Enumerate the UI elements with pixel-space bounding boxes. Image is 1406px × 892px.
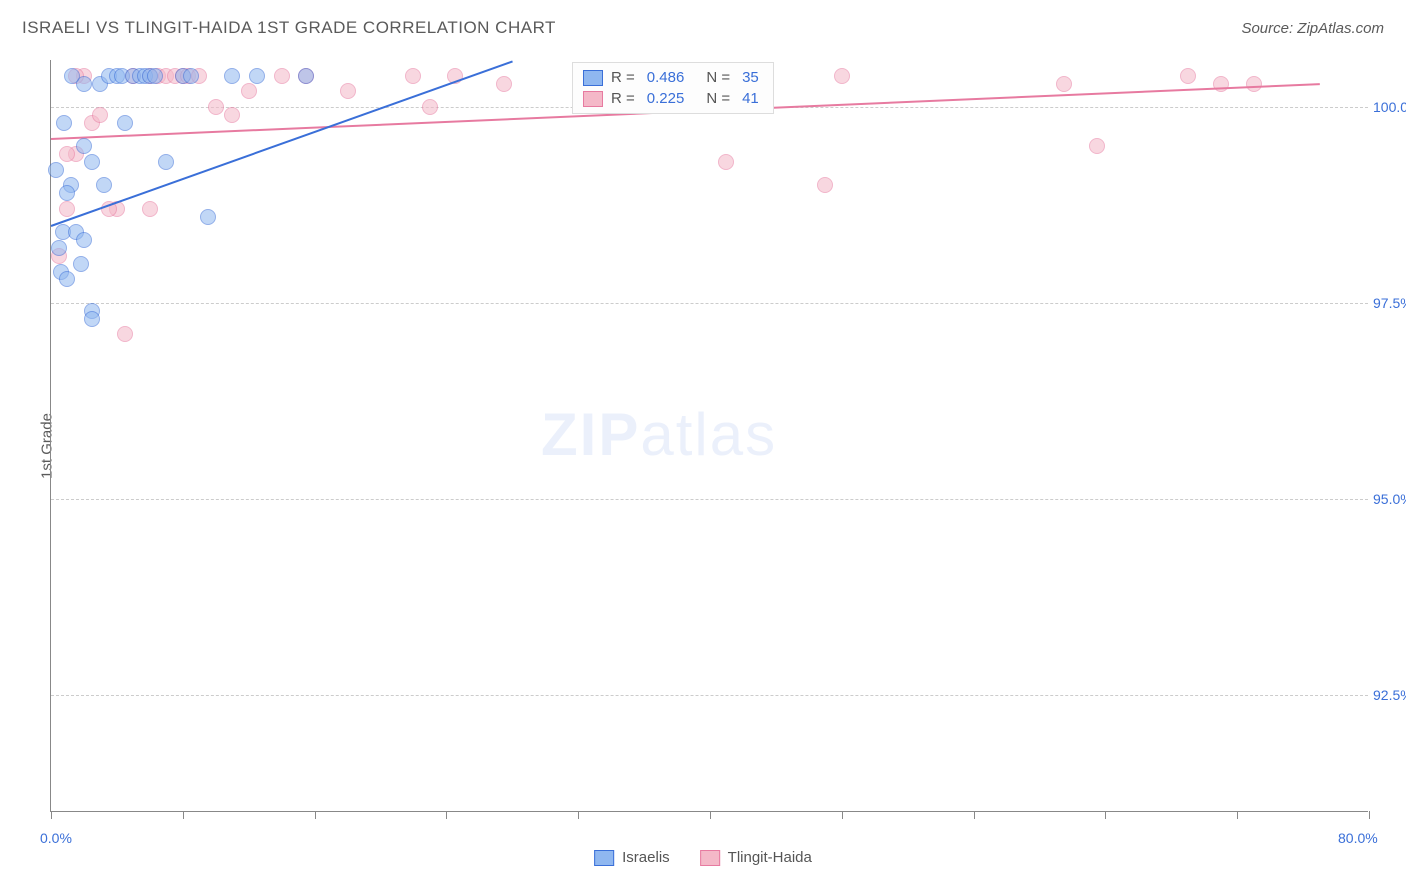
data-point — [56, 115, 72, 131]
x-tick — [710, 811, 711, 819]
x-tick — [1237, 811, 1238, 819]
grid-line — [51, 499, 1368, 500]
data-point — [224, 107, 240, 123]
data-point — [84, 154, 100, 170]
swatch-israelis — [594, 850, 614, 866]
x-tick — [1369, 811, 1370, 819]
data-point — [1246, 76, 1262, 92]
y-tick-label: 95.0% — [1373, 491, 1406, 507]
data-point — [92, 107, 108, 123]
data-point — [117, 115, 133, 131]
data-point — [224, 68, 240, 84]
stats-legend: R = 0.486 N = 35 R = 0.225 N = 41 — [572, 62, 774, 114]
stat-r-value: 0.486 — [647, 69, 685, 86]
stat-r-value: 0.225 — [647, 90, 685, 107]
data-point — [96, 177, 112, 193]
data-point — [51, 240, 67, 256]
data-point — [422, 99, 438, 115]
data-point — [117, 326, 133, 342]
legend-item-israelis: Israelis — [594, 847, 670, 868]
data-point — [48, 162, 64, 178]
chart-header: ISRAELI VS TLINGIT-HAIDA 1ST GRADE CORRE… — [22, 18, 1384, 38]
chart-title: ISRAELI VS TLINGIT-HAIDA 1ST GRADE CORRE… — [22, 18, 556, 38]
stats-row: R = 0.486 N = 35 — [583, 67, 763, 88]
data-point — [241, 83, 257, 99]
x-tick — [51, 811, 52, 819]
data-point — [718, 154, 734, 170]
stat-r-label: R = — [611, 90, 635, 107]
chart-source: Source: ZipAtlas.com — [1241, 20, 1384, 37]
legend-item-tlingit: Tlingit-Haida — [700, 847, 812, 868]
data-point — [1056, 76, 1072, 92]
swatch-tlingit — [700, 850, 720, 866]
stat-n-value: 41 — [742, 90, 759, 107]
y-tick-label: 97.5% — [1373, 295, 1406, 311]
x-tick — [315, 811, 316, 819]
data-point — [274, 68, 290, 84]
grid-line — [51, 695, 1368, 696]
swatch-icon — [583, 91, 603, 107]
data-point — [249, 68, 265, 84]
data-point — [59, 201, 75, 217]
data-point — [496, 76, 512, 92]
legend-label-israelis: Israelis — [622, 849, 670, 866]
watermark: ZIPatlas — [541, 400, 777, 469]
x-tick — [183, 811, 184, 819]
watermark-atlas: atlas — [640, 401, 777, 468]
x-tick — [578, 811, 579, 819]
data-point — [1180, 68, 1196, 84]
data-point — [84, 311, 100, 327]
y-tick-label: 100.0% — [1373, 99, 1406, 115]
data-point — [340, 83, 356, 99]
data-point — [147, 68, 163, 84]
stat-n-value: 35 — [742, 69, 759, 86]
data-point — [59, 271, 75, 287]
x-tick — [974, 811, 975, 819]
data-point — [817, 177, 833, 193]
legend-label-tlingit: Tlingit-Haida — [728, 849, 812, 866]
y-tick-label: 92.5% — [1373, 687, 1406, 703]
data-point — [158, 154, 174, 170]
grid-line — [51, 303, 1368, 304]
data-point — [59, 185, 75, 201]
data-point — [200, 209, 216, 225]
stat-r-label: R = — [611, 69, 635, 86]
x-label-left: 0.0% — [40, 830, 72, 846]
data-point — [59, 146, 75, 162]
data-point — [1089, 138, 1105, 154]
data-point — [76, 232, 92, 248]
x-tick — [842, 811, 843, 819]
data-point — [142, 201, 158, 217]
stat-n-label: N = — [706, 90, 730, 107]
x-tick — [446, 811, 447, 819]
stats-row: R = 0.225 N = 41 — [583, 88, 763, 109]
bottom-legend: Israelis Tlingit-Haida — [594, 847, 812, 868]
data-point — [298, 68, 314, 84]
data-point — [208, 99, 224, 115]
x-tick — [1105, 811, 1106, 819]
data-point — [834, 68, 850, 84]
plot-area: ZIPatlas 100.0%97.5%95.0%92.5%R =0.486N … — [50, 60, 1368, 812]
watermark-zip: ZIP — [541, 401, 640, 468]
stat-n-label: N = — [706, 69, 730, 86]
x-label-right: 80.0% — [1338, 830, 1378, 846]
swatch-icon — [583, 70, 603, 86]
data-point — [405, 68, 421, 84]
data-point — [76, 138, 92, 154]
data-point — [183, 68, 199, 84]
trend-line — [51, 60, 513, 226]
data-point — [64, 68, 80, 84]
data-point — [73, 256, 89, 272]
